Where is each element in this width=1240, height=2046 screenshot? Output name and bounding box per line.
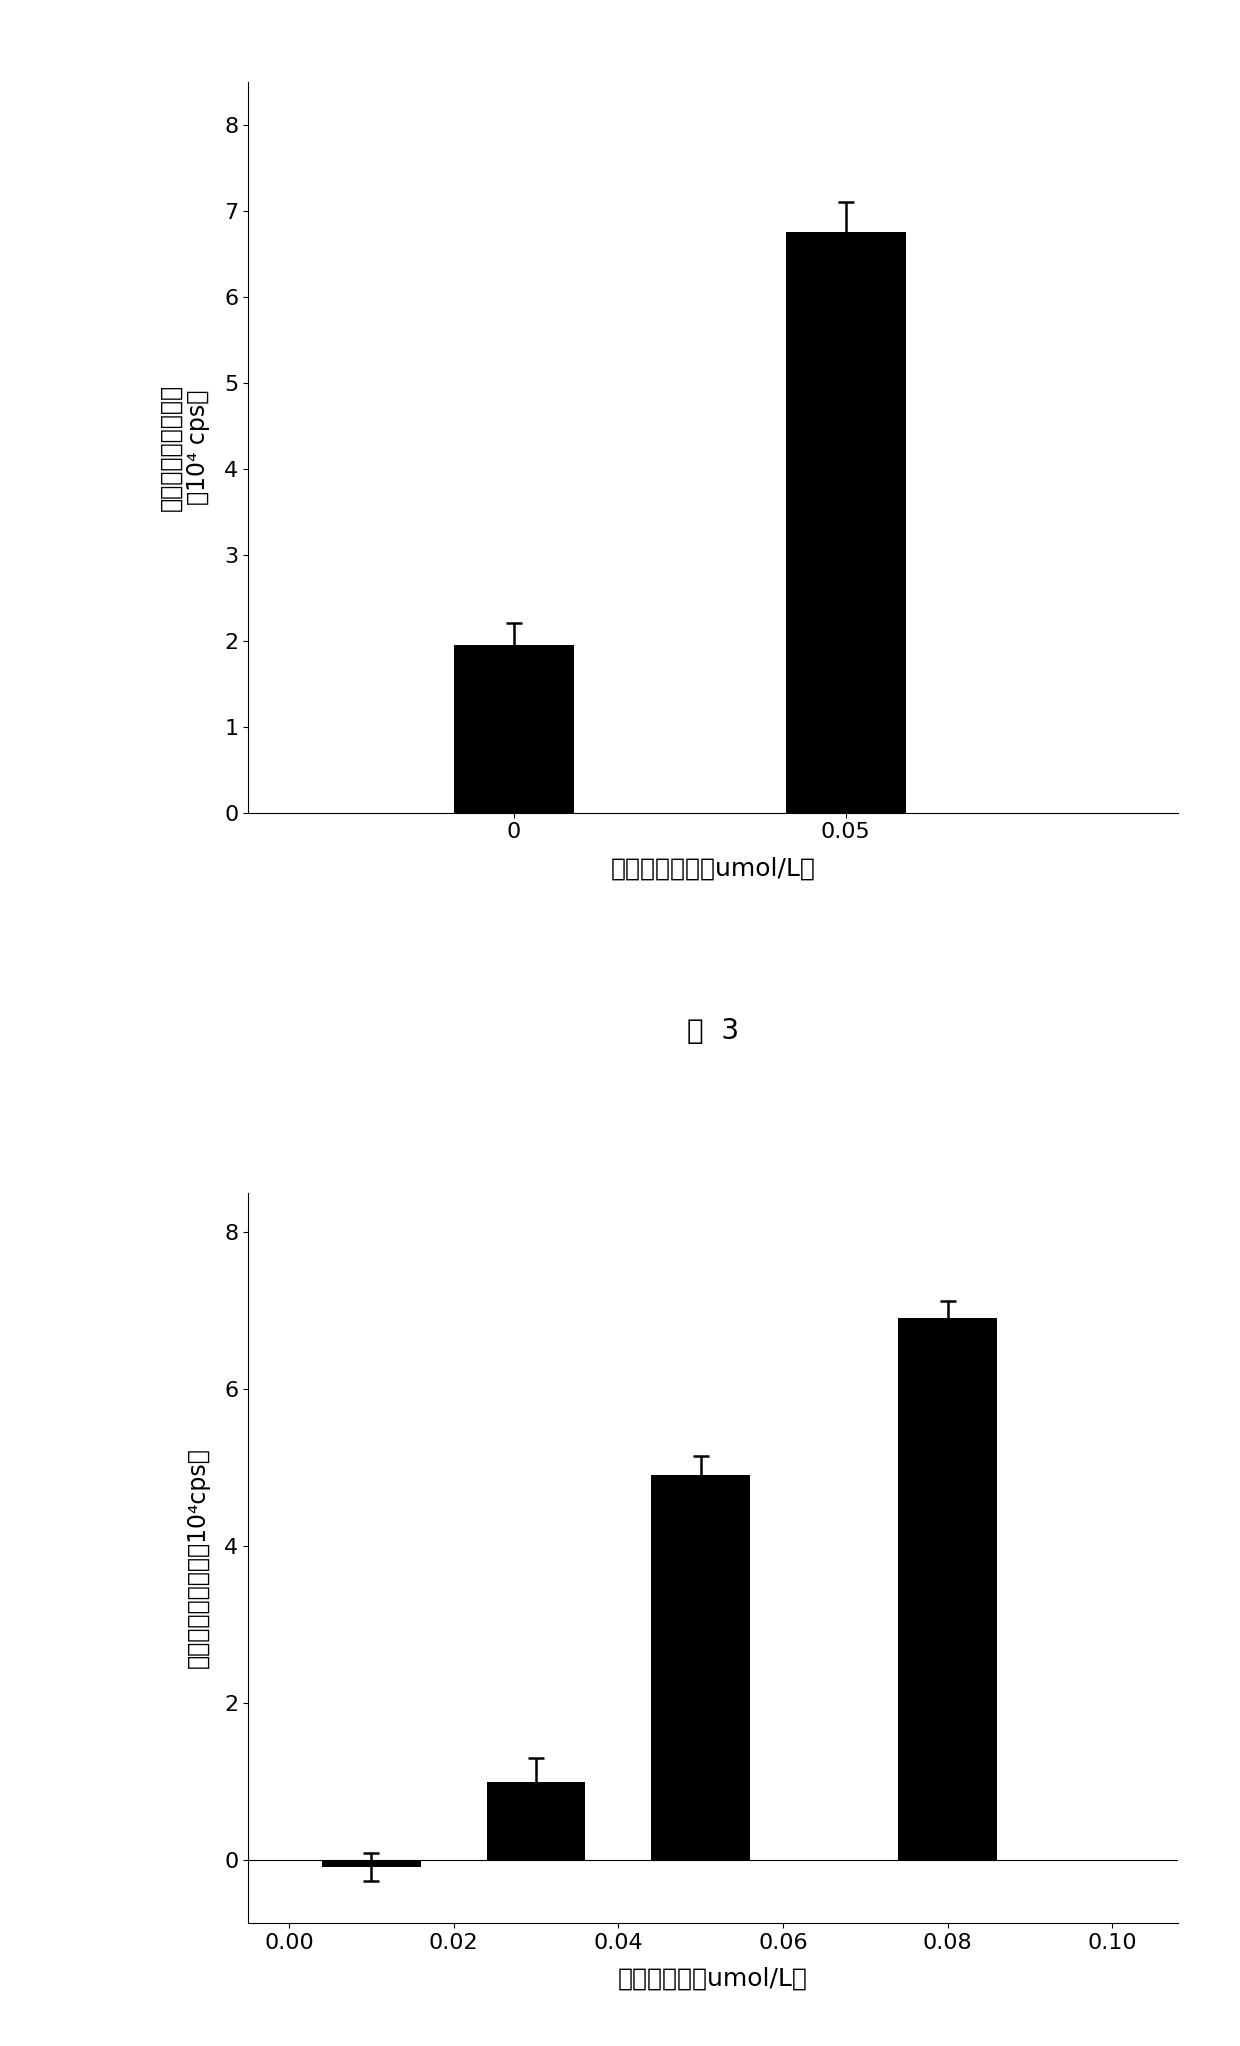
Text: 图  3: 图 3 — [687, 1017, 739, 1046]
Bar — [486, 1782, 585, 1860]
X-axis label: 白蛋白浓度（umol/L）: 白蛋白浓度（umol/L） — [618, 1966, 808, 1991]
Bar — [786, 233, 905, 812]
Y-axis label: 化学发光强度积累量
（10⁴ cps）: 化学发光强度积累量 （10⁴ cps） — [159, 385, 210, 512]
X-axis label: 白蛋白浓度　（umol/L）: 白蛋白浓度 （umol/L） — [610, 855, 816, 880]
Bar — [454, 644, 573, 812]
Bar — [651, 1475, 750, 1860]
Bar — [898, 1318, 997, 1860]
Bar — [322, 1860, 420, 1866]
Y-axis label: 增强化学发光强度（10⁴cps）: 增强化学发光强度（10⁴cps） — [186, 1447, 210, 1667]
